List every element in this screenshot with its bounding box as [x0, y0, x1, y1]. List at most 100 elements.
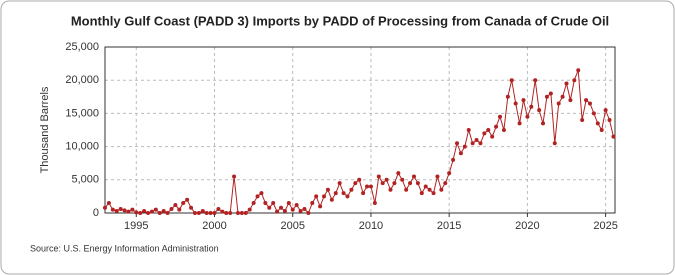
x-tick-label: 2025: [593, 220, 617, 232]
data-point: [404, 187, 409, 192]
data-point: [192, 211, 197, 215]
data-point: [153, 207, 158, 212]
x-tick-label: 1995: [124, 220, 148, 232]
data-point: [275, 209, 280, 214]
data-point: [607, 118, 612, 123]
data-point: [243, 211, 248, 215]
x-tick-label: 2015: [437, 220, 461, 232]
data-point: [337, 181, 342, 186]
data-point: [232, 174, 237, 179]
data-point: [474, 137, 479, 142]
data-point: [478, 141, 483, 146]
data-point: [290, 207, 295, 212]
data-point: [568, 98, 573, 103]
data-point: [263, 201, 268, 206]
data-point: [419, 191, 424, 196]
data-point: [529, 104, 534, 109]
data-point: [533, 78, 538, 83]
data-point: [302, 207, 307, 212]
data-point: [333, 191, 338, 196]
data-point: [599, 128, 604, 132]
data-point: [103, 205, 107, 210]
data-point: [408, 181, 413, 186]
data-point: [560, 94, 565, 99]
data-point: [259, 191, 264, 196]
x-tick-label: 2020: [515, 220, 539, 232]
data-point: [498, 114, 503, 119]
data-point: [372, 201, 377, 206]
y-tick-label: 5,000: [71, 174, 99, 186]
data-point: [454, 141, 459, 146]
y-tick-label: 10,000: [65, 141, 99, 153]
data-point: [224, 211, 229, 215]
data-point: [357, 177, 362, 182]
data-point: [564, 81, 569, 86]
data-point: [314, 194, 319, 199]
data-point: [239, 211, 244, 215]
data-point: [130, 207, 135, 212]
data-point: [181, 201, 186, 206]
data-point: [247, 207, 252, 212]
data-point: [177, 207, 182, 212]
data-point: [189, 205, 194, 210]
data-point: [306, 211, 311, 215]
data-point: [345, 194, 350, 199]
data-point: [494, 124, 499, 129]
x-tick-label: 2005: [280, 220, 304, 232]
y-axis-label: Thousand Barrels: [39, 86, 51, 173]
data-point: [482, 131, 487, 136]
data-point: [595, 121, 600, 126]
data-point: [466, 128, 471, 132]
data-point: [228, 211, 233, 215]
data-point: [501, 128, 506, 132]
data-point: [216, 207, 221, 212]
data-point: [341, 191, 346, 196]
data-point: [462, 144, 467, 149]
data-point: [122, 208, 127, 213]
data-point: [537, 108, 542, 113]
data-point: [541, 121, 546, 126]
data-point: [255, 194, 260, 199]
data-point: [310, 201, 315, 206]
data-point: [490, 134, 495, 139]
data-point: [525, 114, 530, 119]
data-point: [220, 209, 225, 214]
data-point: [580, 118, 585, 123]
data-point: [134, 210, 139, 215]
data-point: [411, 174, 416, 179]
data-point: [110, 207, 115, 212]
data-point: [548, 91, 553, 96]
data-point: [396, 171, 401, 176]
data-point: [365, 184, 370, 189]
data-point: [603, 108, 608, 113]
data-point: [552, 141, 557, 146]
data-point: [173, 203, 178, 208]
data-point: [517, 121, 522, 126]
data-point: [611, 134, 616, 139]
data-point: [556, 101, 561, 106]
data-point: [509, 78, 514, 83]
data-point: [451, 157, 456, 162]
y-tick-label: 15,000: [65, 107, 99, 119]
data-point: [435, 174, 440, 179]
chart-title: Monthly Gulf Coast (PADD 3) Imports by P…: [71, 13, 609, 28]
data-point: [114, 209, 119, 214]
data-point: [368, 184, 373, 189]
data-point: [282, 209, 287, 214]
data-point: [572, 78, 577, 83]
data-point: [587, 101, 592, 106]
data-point: [447, 171, 452, 176]
data-point: [138, 211, 143, 215]
source-note: Source: U.S. Energy Information Administ…: [30, 243, 219, 253]
data-point: [251, 201, 256, 206]
y-tick-label: 25,000: [65, 41, 99, 53]
data-point: [196, 211, 201, 215]
x-tick-label: 2000: [202, 220, 226, 232]
data-point: [204, 211, 209, 215]
data-point: [329, 197, 334, 202]
data-point: [200, 209, 205, 214]
data-point: [521, 98, 526, 103]
